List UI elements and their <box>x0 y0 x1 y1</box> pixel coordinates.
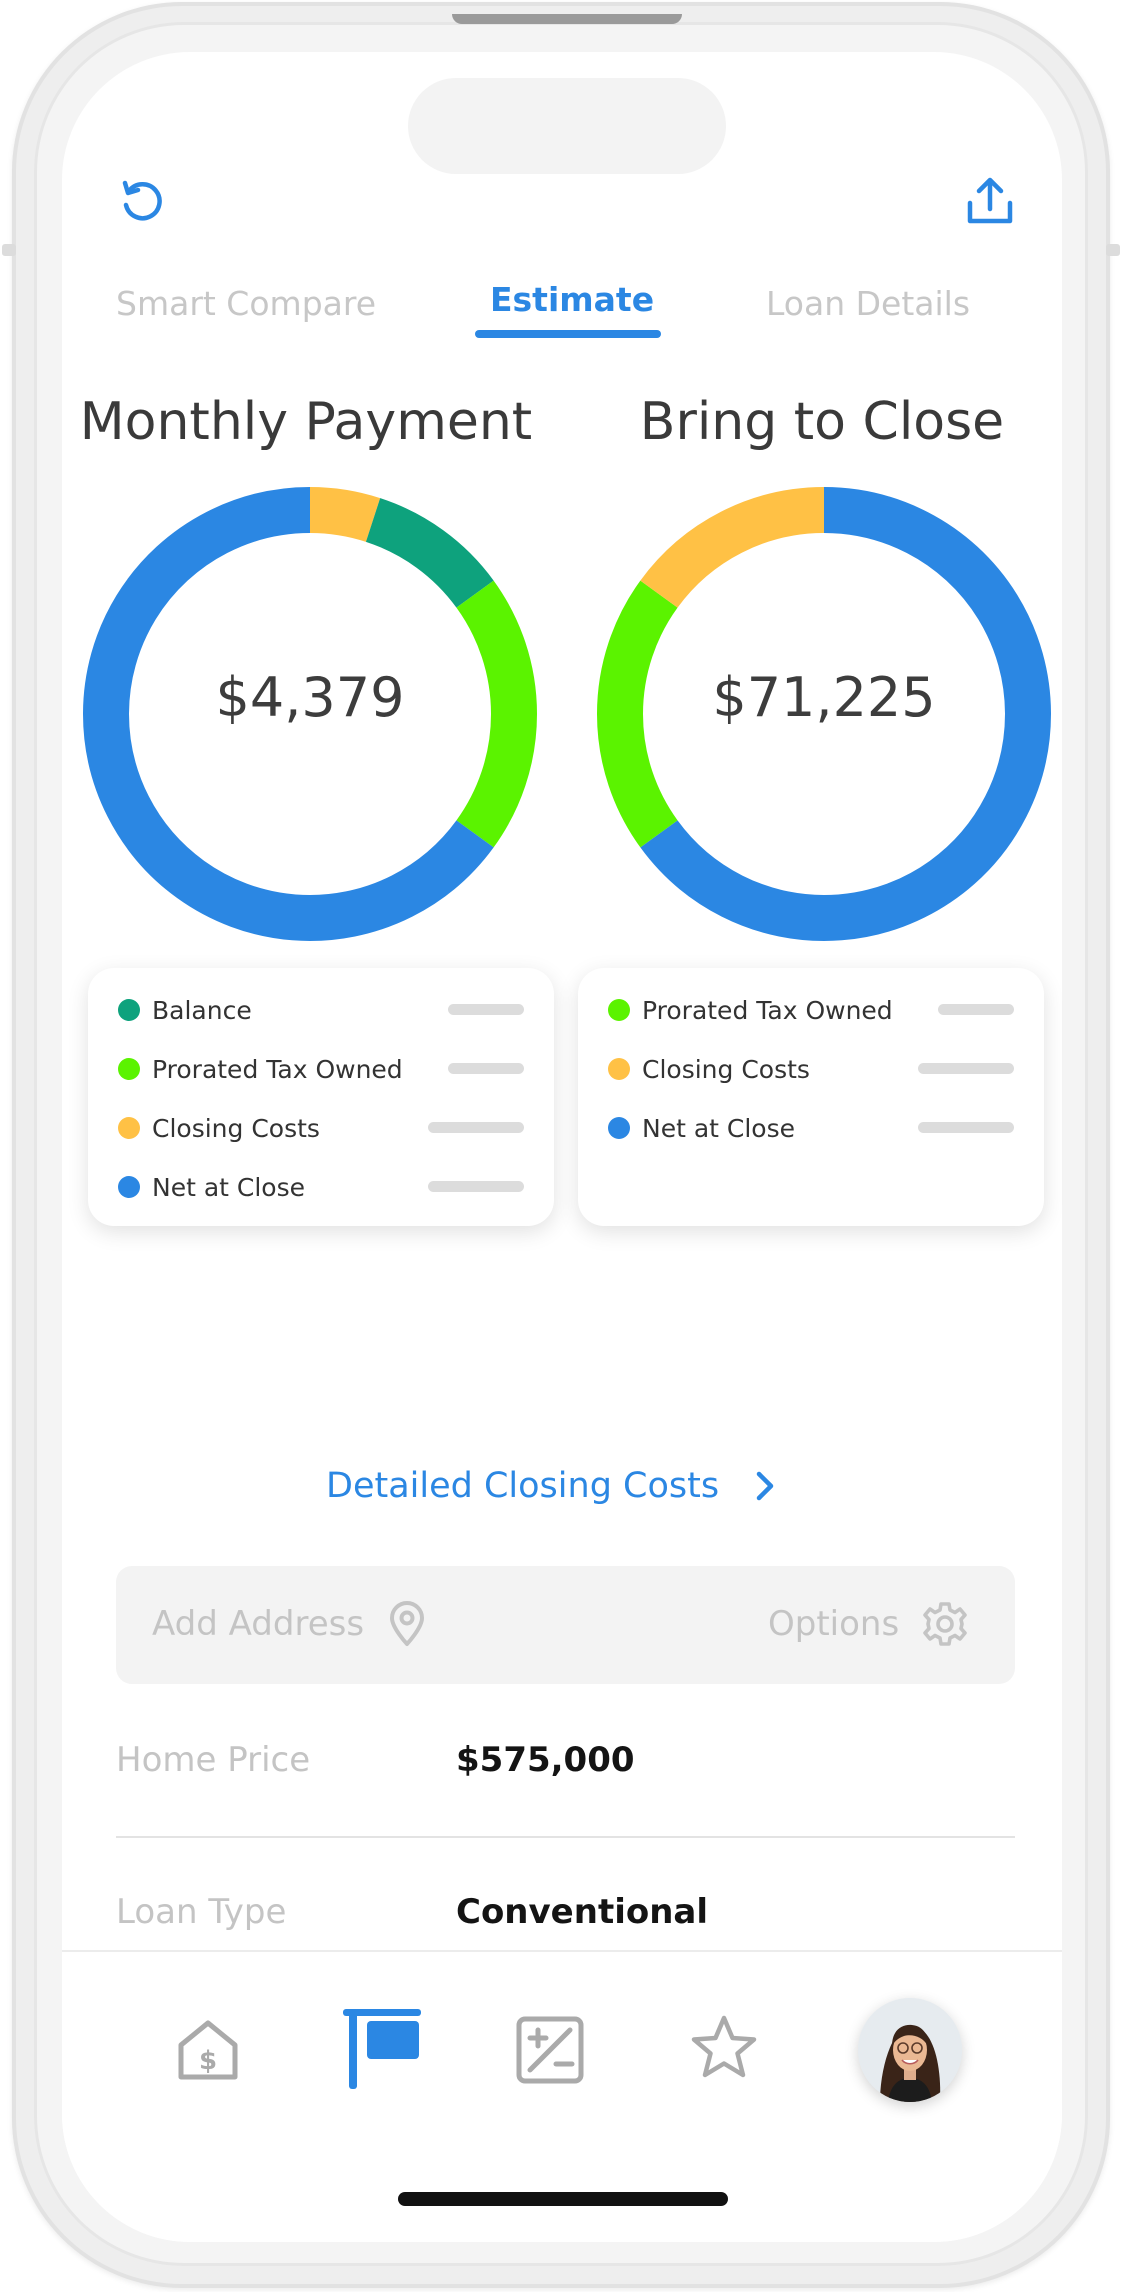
legend-dot <box>118 1058 140 1080</box>
donut-slice-closing-costs <box>309 487 381 543</box>
legend-dot <box>118 999 140 1021</box>
add-address-button[interactable]: Add Address <box>152 1600 428 1648</box>
svg-text:$: $ <box>199 2046 217 2076</box>
side-button-right <box>1106 244 1120 256</box>
field-divider <box>116 1836 1015 1838</box>
detailed-closing-costs-link[interactable]: Detailed Closing Costs <box>326 1466 785 1506</box>
monthly-payment-total: $4,379 <box>215 666 405 729</box>
gear-icon <box>923 1602 967 1646</box>
donut-slice-prorated-tax-owned <box>597 580 678 848</box>
loan-type-value[interactable]: Conventional <box>456 1892 709 1932</box>
add-address-placeholder: Add Address <box>152 1604 365 1644</box>
avatar-person-icon <box>858 1998 962 2102</box>
tab-loan-details[interactable]: Loan Details <box>766 284 971 323</box>
legend-item: Closing Costs <box>608 1049 810 1089</box>
options-label: Options <box>768 1604 900 1644</box>
tab-estimate[interactable]: Estimate <box>490 280 655 319</box>
legend-value-placeholder <box>918 1122 1014 1133</box>
legend-label: Net at Close <box>642 1113 796 1143</box>
legend-item: Prorated Tax Owned <box>608 990 893 1030</box>
legend-value-placeholder <box>448 1063 524 1074</box>
legend-dot <box>608 1058 630 1080</box>
legend-value-placeholder <box>448 1004 524 1015</box>
donut-slice-prorated-tax-owned <box>456 580 537 848</box>
legend-value-placeholder <box>938 1004 1014 1015</box>
legend-label: Net at Close <box>152 1172 306 1202</box>
nav-home-value-button[interactable]: $ <box>168 2010 248 2090</box>
loan-type-label: Loan Type <box>116 1892 287 1932</box>
legend-item: Closing Costs <box>118 1108 320 1148</box>
legend-dot <box>118 1176 140 1198</box>
legend-label: Closing Costs <box>642 1054 810 1084</box>
house-dollar-icon: $ <box>178 2020 238 2080</box>
legend-label: Prorated Tax Owned <box>152 1054 403 1084</box>
bring-to-close-title: Bring to Close <box>639 392 1005 452</box>
legend-label: Balance <box>152 995 252 1025</box>
bottom-nav-divider <box>62 1950 1062 1952</box>
home-indicator <box>398 2192 728 2206</box>
donut-slice-net-at-close <box>640 487 1051 941</box>
for-sale-sign-icon <box>343 2009 421 2089</box>
legend-item: Prorated Tax Owned <box>118 1049 403 1089</box>
share-button[interactable] <box>956 168 1024 236</box>
options-button[interactable]: Options <box>768 1600 969 1648</box>
close-legend-card: Prorated Tax Owned Closing Costs Net at … <box>578 968 1044 1226</box>
detailed-closing-costs-label: Detailed Closing Costs <box>326 1466 720 1506</box>
nav-calculator-button[interactable] <box>508 2008 592 2092</box>
monthly-payment-title: Monthly Payment <box>79 392 533 452</box>
nav-favorites-button[interactable] <box>682 2006 766 2090</box>
calculator-icon <box>516 2016 584 2084</box>
nav-listing-button[interactable] <box>334 2000 430 2096</box>
legend-label: Closing Costs <box>152 1113 320 1143</box>
home-price-value[interactable]: $575,000 <box>456 1740 635 1780</box>
legend-item: Net at Close <box>118 1167 305 1207</box>
bring-to-close-donut <box>597 487 1051 941</box>
legend-item: Net at Close <box>608 1108 795 1148</box>
legend-value-placeholder <box>428 1122 524 1133</box>
monthly-legend-card: Balance Prorated Tax Owned Closing Costs… <box>88 968 554 1226</box>
donut-slice-closing-costs <box>640 487 825 608</box>
bring-to-close-total: $71,225 <box>712 666 936 729</box>
legend-label: Prorated Tax Owned <box>642 995 893 1025</box>
legend-item: Balance <box>118 990 252 1030</box>
donut-slice-balance <box>365 498 494 609</box>
top-speaker <box>452 14 682 24</box>
refresh-icon <box>122 180 162 221</box>
dynamic-island <box>408 78 726 174</box>
share-upload-icon <box>967 177 1013 224</box>
legend-dot <box>608 999 630 1021</box>
home-price-label: Home Price <box>116 1740 311 1780</box>
monthly-payment-donut <box>83 487 537 941</box>
star-icon <box>691 2015 757 2078</box>
tab-smart-compare[interactable]: Smart Compare <box>116 284 377 323</box>
chevron-right-icon <box>756 1471 774 1501</box>
side-button-left <box>2 244 16 256</box>
address-options-bar <box>116 1566 1015 1684</box>
refresh-button[interactable] <box>110 170 174 234</box>
legend-value-placeholder <box>428 1181 524 1192</box>
legend-dot <box>608 1117 630 1139</box>
legend-value-placeholder <box>918 1063 1014 1074</box>
legend-dot <box>118 1117 140 1139</box>
tab-active-underline <box>475 330 661 338</box>
donut-slice-net-at-close <box>83 487 494 941</box>
location-pin-icon <box>390 1601 425 1646</box>
avatar[interactable] <box>858 1998 962 2102</box>
